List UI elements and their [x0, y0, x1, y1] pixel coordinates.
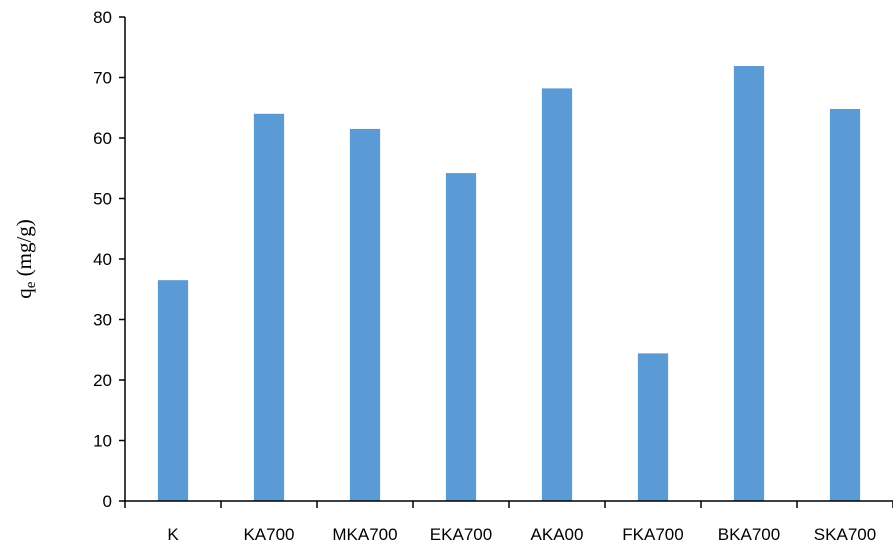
- x-tick-label: KA700: [243, 525, 294, 544]
- y-tick-label: 70: [93, 69, 112, 88]
- axes-group: [124, 17, 893, 502]
- bar-fka700: [637, 353, 669, 501]
- y-tick-label: 30: [93, 311, 112, 330]
- y-axis-title-unit: (mg/g): [12, 219, 36, 281]
- bars-group: [157, 66, 861, 502]
- bar-ska700: [829, 108, 861, 502]
- x-tick-label: FKA700: [622, 525, 683, 544]
- y-tick-label: 10: [93, 432, 112, 451]
- y-axis-title-symbol: q: [12, 288, 36, 299]
- x-tick-label: K: [167, 525, 179, 544]
- y-tick-label: 80: [93, 8, 112, 27]
- bar-eka700: [445, 173, 477, 501]
- x-tick-label: EKA700: [430, 525, 492, 544]
- bar-k: [157, 280, 189, 501]
- x-ticks-group: K KA700 MKA700 EKA700 AKA00 FKA700 BKA700 SKA70…: [124, 501, 893, 544]
- bar-aka00: [541, 88, 573, 501]
- bar-ka700: [253, 113, 285, 502]
- y-tick-label: 20: [93, 371, 112, 390]
- y-tick-label: 60: [93, 129, 112, 148]
- y-tick-label: 50: [93, 190, 112, 209]
- x-tick-label: BKA700: [718, 525, 780, 544]
- y-tick-label: 40: [93, 250, 112, 269]
- y-tick-label: 0: [103, 492, 112, 511]
- y-axis-title-subscript: e: [23, 281, 39, 288]
- y-axis-title: qe (mg/g): [12, 219, 39, 299]
- x-tick-label: MKA700: [332, 525, 397, 544]
- y-ticks-group: 0 10 20 30 40 50 60 70 80: [93, 8, 125, 511]
- x-tick-label: SKA700: [814, 525, 876, 544]
- bar-mka700: [349, 128, 381, 502]
- x-tick-label: AKA00: [531, 525, 584, 544]
- bar-bka700: [733, 66, 765, 501]
